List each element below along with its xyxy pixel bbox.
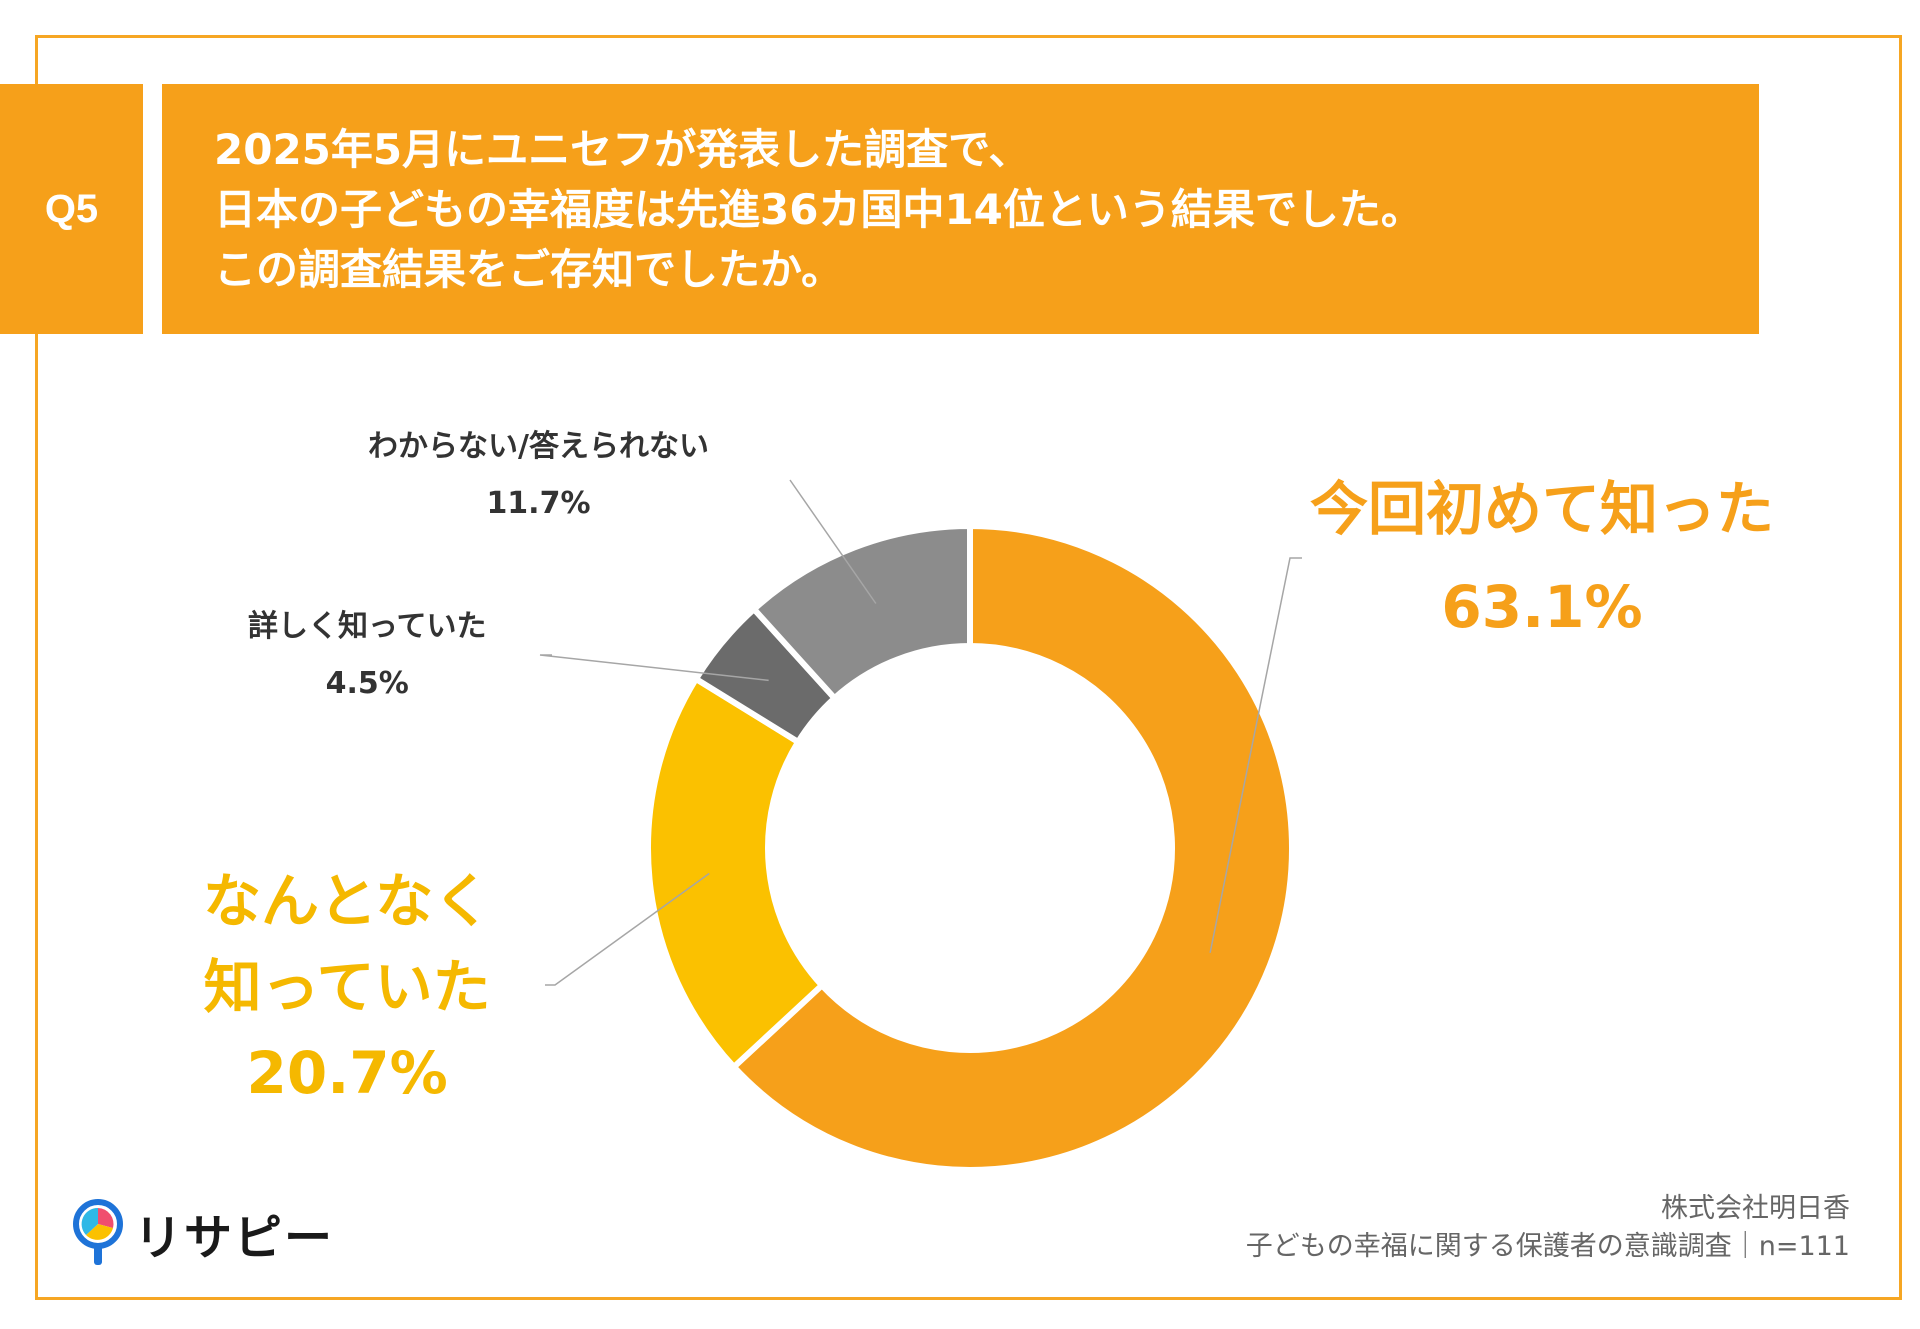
brand-logo: リサピー (70, 1198, 334, 1268)
label-vaguely-knew-value: 20.7% (246, 1039, 448, 1107)
label-first-time-text: 今回初めて知った (1310, 475, 1775, 543)
label-first-time-value: 63.1% (1441, 573, 1643, 641)
label-knew-well-text: 詳しく知っていた (248, 609, 487, 644)
leader-first-time (1209, 557, 1302, 953)
leader-dont-know (789, 479, 877, 604)
question-line-3: この調査結果をご存知でしたか。 (214, 245, 844, 294)
label-knew-well-value: 4.5% (325, 666, 409, 701)
slice-dont-know (749, 522, 973, 703)
leader-knew-well (539, 654, 769, 682)
label-vaguely-knew-line-2: 知っていた (203, 953, 491, 1021)
logo-text: リサピー (134, 1210, 335, 1266)
leader-vaguely-knew (545, 872, 710, 986)
label-dont-know-value: 11.7% (486, 486, 591, 521)
magnifier-logo-icon (73, 1199, 123, 1265)
label-vaguely-knew: なんとなく 知っていた 20.7% (203, 858, 491, 1116)
question-title: 2025年5月にユニセフが発表した調査で、 日本の子どもの幸福度は先進36カ国中… (162, 84, 1759, 334)
footer-company: 株式会社明日香 (1661, 1193, 1850, 1224)
footer: 株式会社明日香 子どもの幸福に関する保護者の意識調査｜n=111 (1246, 1190, 1850, 1266)
footer-survey: 子どもの幸福に関する保護者の意識調査｜n=111 (1245, 1231, 1850, 1262)
label-dont-know-text: わからない/答えられない (368, 429, 709, 464)
question-badge: Q5 (0, 84, 143, 334)
slice-vaguely-knew (645, 674, 827, 1072)
question-line-1: 2025年5月にユニセフが発表した調査で、 (214, 125, 1031, 174)
label-dont-know: わからない/答えられない 11.7% (368, 418, 709, 532)
label-first-time: 今回初めて知った 63.1% (1310, 460, 1774, 656)
label-knew-well: 詳しく知っていた 4.5% (248, 598, 487, 712)
slice-first-time (729, 522, 1296, 1173)
frame-border (35, 35, 1902, 1300)
label-vaguely-knew-line-1: なんとなく (203, 867, 492, 935)
question-line-2: 日本の子どもの幸福度は先進36カ国中14位という結果でした。 (214, 185, 1423, 234)
